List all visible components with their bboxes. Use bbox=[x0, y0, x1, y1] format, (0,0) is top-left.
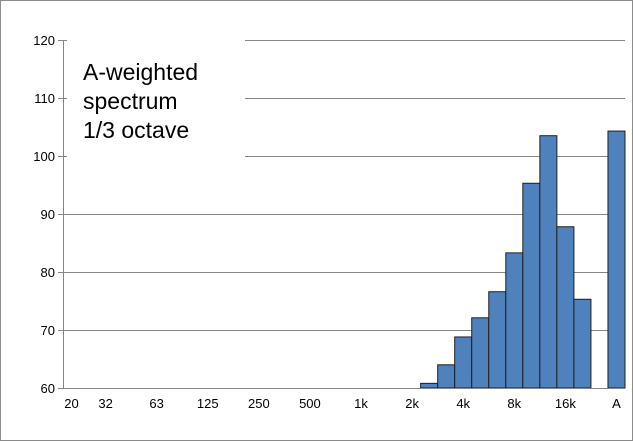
y-tick-label: 80 bbox=[41, 265, 55, 280]
bar-4k bbox=[454, 336, 473, 389]
y-tick-label: 120 bbox=[33, 33, 55, 48]
x-tick-label: 2k bbox=[405, 396, 419, 411]
bar-6.3k bbox=[488, 291, 507, 389]
y-tick-label: 60 bbox=[41, 381, 55, 396]
x-tick-label: 125 bbox=[197, 396, 219, 411]
bar-5k bbox=[471, 317, 490, 389]
bar-3.15k bbox=[437, 364, 456, 389]
x-tick-label: 500 bbox=[299, 396, 321, 411]
bar-layer bbox=[420, 130, 626, 389]
x-tick-label: 1k bbox=[354, 396, 368, 411]
bar-2.5k bbox=[420, 382, 439, 389]
y-tick-label: 70 bbox=[41, 323, 55, 338]
y-tick-label: 90 bbox=[41, 207, 55, 222]
bar-8k bbox=[505, 252, 524, 389]
y-tick-label: 100 bbox=[33, 149, 55, 164]
x-tick-label: 63 bbox=[149, 396, 163, 411]
axis-layer: 60 70 80 90 100 110 120 20 32 63 125 250 500 1k 2k 4k 8k… bbox=[33, 33, 625, 411]
bar-16k bbox=[556, 226, 575, 389]
x-tick-label: 20 bbox=[64, 396, 78, 411]
x-tick-label: 16k bbox=[555, 396, 576, 411]
title-background bbox=[67, 39, 245, 157]
x-tick-label: 4k bbox=[456, 396, 470, 411]
chart-title-line-2: spectrum bbox=[83, 88, 178, 114]
x-tick-label: A bbox=[612, 396, 621, 411]
x-tick-label: 250 bbox=[248, 396, 270, 411]
chart-title-line-1: A-weighted bbox=[83, 59, 198, 85]
y-tick-label: 110 bbox=[34, 91, 55, 106]
bar-A bbox=[607, 130, 626, 389]
x-tick-label: 8k bbox=[507, 396, 521, 411]
bar-12.5k bbox=[539, 135, 558, 389]
bar-10k bbox=[522, 182, 541, 389]
bar-20k bbox=[573, 298, 592, 389]
x-tick-label: 32 bbox=[98, 396, 112, 411]
chart-title-line-3: 1/3 octave bbox=[83, 117, 189, 143]
